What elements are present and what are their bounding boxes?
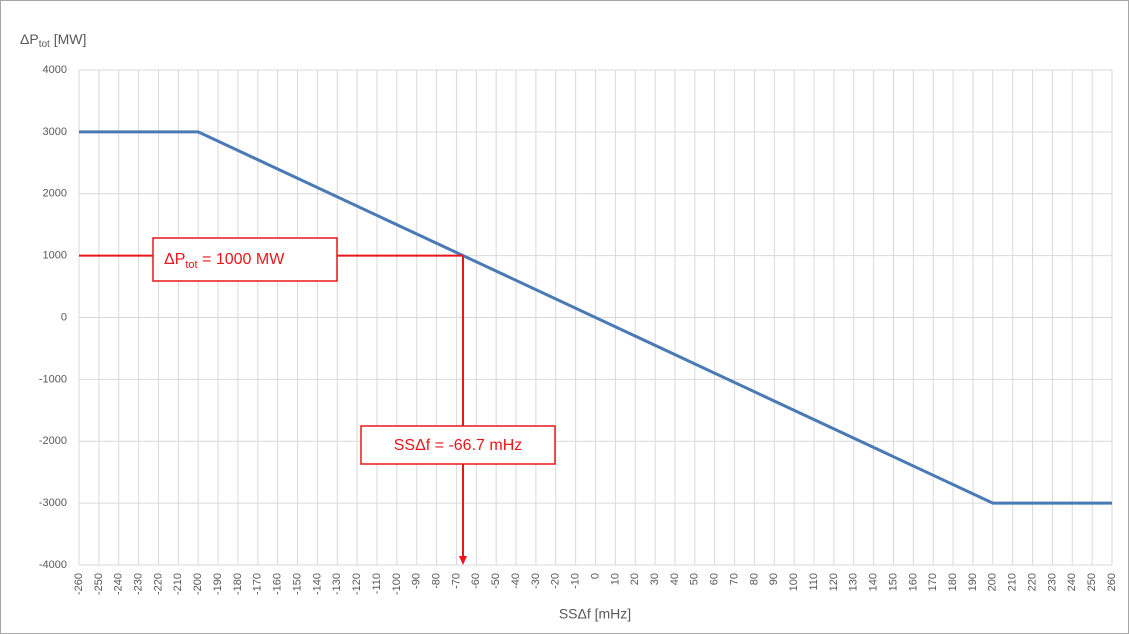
- y-label-sub: tot: [39, 39, 50, 50]
- x-tick-label: 90: [768, 573, 780, 585]
- x-tick-label: -70: [450, 573, 462, 589]
- x-tick-label: -10: [570, 573, 582, 589]
- x-tick-label: -50: [490, 573, 502, 589]
- x-tick-label: 20: [629, 573, 641, 585]
- x-tick-label: -80: [430, 573, 442, 589]
- y-tick-label: -3000: [39, 497, 67, 509]
- x-tick-label: 120: [828, 573, 840, 591]
- x-tick-label: 10: [609, 573, 621, 585]
- x-tick-label: 200: [987, 573, 999, 591]
- x-tick-label: 260: [1106, 573, 1118, 591]
- x-tick-label: -130: [331, 573, 343, 595]
- y-tick-label: 1000: [43, 250, 67, 262]
- x-tick-label: -230: [133, 573, 145, 595]
- y-label-main: ΔP: [20, 31, 39, 47]
- y-tick-label: -4000: [39, 559, 67, 571]
- x-tick-label: -140: [311, 573, 323, 595]
- x-tick-label: -40: [510, 573, 522, 589]
- annotation-box: [360, 425, 556, 465]
- x-tick-label: -110: [371, 573, 383, 594]
- annotation-x-text: SSΔf = -66.7 mHz: [394, 437, 523, 454]
- x-tick-label: 250: [1086, 573, 1098, 591]
- x-tick-label: -240: [113, 573, 125, 595]
- annotation-rest: = 1000 MW: [198, 251, 286, 268]
- x-tick-label: -190: [212, 573, 224, 595]
- x-tick-label: 130: [848, 573, 860, 591]
- y-label-rest: [MW]: [50, 31, 87, 47]
- x-axis-label: SSΔf [mHz]: [559, 606, 631, 622]
- x-tick-label: 0: [589, 573, 601, 579]
- x-tick-label: 30: [649, 573, 661, 585]
- x-tick-label: -180: [232, 573, 244, 595]
- x-tick-label: 240: [1066, 573, 1078, 591]
- x-tick-label: 210: [1007, 573, 1019, 591]
- x-tick-label: 180: [947, 573, 959, 591]
- x-tick-label: 110: [808, 573, 820, 591]
- x-tick-label: 140: [868, 573, 880, 591]
- x-tick-label: 70: [728, 573, 740, 585]
- x-tick-label: 170: [927, 573, 939, 591]
- x-tick-label: -100: [391, 573, 403, 595]
- x-tick-label: -210: [172, 573, 184, 595]
- x-tick-label: 80: [748, 573, 760, 585]
- x-tick-label: 50: [689, 573, 701, 585]
- annotation-sub: tot: [185, 259, 197, 271]
- y-axis-label: ΔPtot [MW]: [20, 31, 86, 50]
- x-tick-label: -200: [192, 573, 204, 595]
- y-tick-label: -2000: [39, 435, 67, 447]
- x-tick-label: -250: [93, 573, 105, 595]
- y-tick-label: 2000: [43, 188, 67, 200]
- x-tick-label: 230: [1046, 573, 1058, 591]
- y-tick-label: 3000: [43, 126, 67, 138]
- x-tick-label: -260: [73, 573, 85, 595]
- y-tick-label: 0: [61, 311, 67, 323]
- x-tick-label: 220: [1026, 573, 1038, 591]
- annotation-y-text: ΔPtot = 1000 MW: [164, 251, 285, 271]
- x-tick-label: -30: [530, 573, 542, 589]
- x-tick-label: -170: [252, 573, 264, 595]
- y-tick-label: -1000: [39, 373, 67, 385]
- x-tick-label: 190: [967, 573, 979, 591]
- y-tick-label: 4000: [43, 64, 67, 76]
- x-tick-label: 150: [887, 573, 899, 591]
- x-tick-label: -90: [411, 573, 423, 589]
- x-tick-label: -60: [470, 573, 482, 589]
- x-tick-label: 100: [788, 573, 800, 591]
- data-line: [79, 130, 1112, 505]
- x-tick-label: -120: [351, 573, 363, 595]
- x-tick-label: 40: [669, 573, 681, 585]
- annotation-box: [152, 237, 338, 282]
- annotation-main: ΔP: [164, 251, 185, 268]
- annotation-arrow: [458, 556, 467, 565]
- x-tick-label: 60: [709, 573, 721, 585]
- x-tick-label: 160: [907, 573, 919, 591]
- x-tick-label: -160: [272, 573, 284, 595]
- x-tick-label: -220: [152, 573, 164, 595]
- x-tick-label: -20: [550, 573, 562, 589]
- x-tick-label: -150: [291, 573, 303, 595]
